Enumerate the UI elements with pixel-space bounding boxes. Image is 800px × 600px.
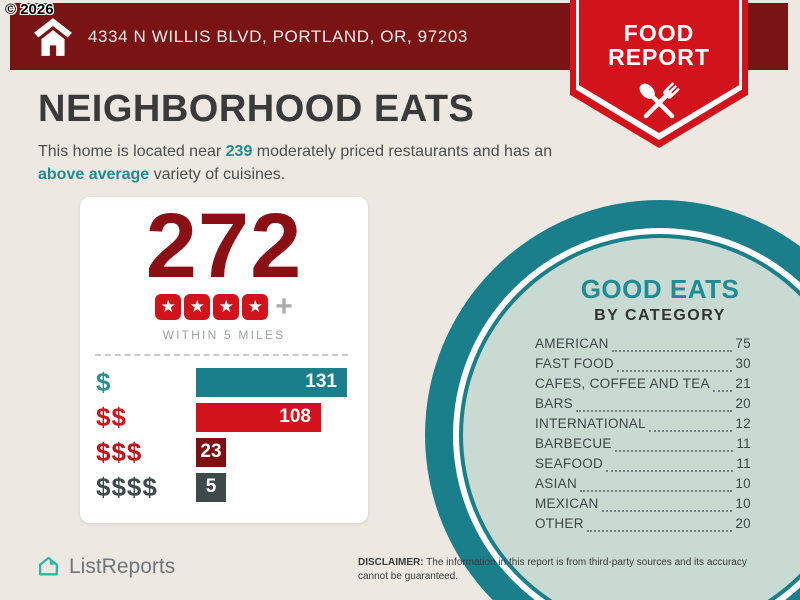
plus-icon: + [275, 289, 293, 323]
variety-highlight: above average [38, 166, 150, 183]
intro-text-3: variety of cuisines. [149, 166, 286, 183]
star-icon: ★ [213, 293, 240, 320]
property-address: 4334 N WILLIS BLVD, PORTLAND, OR, 97203 [88, 26, 468, 46]
star-icon: ★ [155, 293, 182, 320]
category-row: BARBECUE 11 [535, 436, 751, 456]
category-value: 11 [736, 456, 751, 471]
dotted-leader [616, 370, 733, 372]
intro-sentence: This home is located near 239 moderately… [38, 140, 563, 186]
page-title: NEIGHBORHOOD EATS [38, 88, 475, 130]
disclaimer-text: The information in this report is from t… [358, 557, 747, 582]
restaurant-stat-card: 272 ★ ★ ★ ★ + WITHIN 5 MILES $131 $$ 108 $$$ 23 $… [80, 197, 368, 523]
radius-caption: WITHIN 5 MILES [162, 327, 286, 342]
brand-name: ListReports [69, 554, 176, 578]
good-eats-subtitle: BY CATEGORY [594, 307, 726, 324]
category-label: ASIAN [535, 476, 578, 491]
category-label: SEAFOOD [535, 456, 604, 471]
food-report-ribbon: FOOD REPORT [570, 0, 748, 148]
category-value: 11 [736, 436, 751, 451]
intro-text-1: This home is located near [38, 143, 226, 160]
category-value: 20 [735, 396, 751, 411]
dotted-leader [606, 470, 734, 472]
dashed-divider [95, 353, 348, 356]
price-bar: 5 [196, 472, 226, 502]
price-bar: 108 [196, 402, 321, 432]
category-value: 30 [735, 356, 751, 371]
ribbon-title-line1: FOOD [623, 20, 695, 46]
good-eats-header: GOOD EATS BY CATEGORY [525, 274, 795, 325]
restaurant-count: 239 [225, 143, 253, 160]
dotted-leader [580, 490, 733, 492]
category-row: OTHER 20 [535, 516, 751, 536]
dotted-leader [586, 530, 733, 532]
utensils-crossed-icon [570, 76, 748, 135]
category-value: 20 [735, 516, 751, 531]
category-row: FAST FOOD 30 [535, 356, 751, 376]
circle-fill [463, 238, 800, 600]
category-row: CAFES, COFFEE AND TEA 21 [535, 376, 751, 396]
price-row: $$$ 23 [96, 436, 368, 467]
category-label: BARBECUE [535, 436, 612, 451]
category-label: INTERNATIONAL [535, 416, 646, 431]
star-icon: ★ [184, 293, 211, 320]
disclaimer-label: DISCLAIMER: [358, 557, 424, 568]
star-icon: ★ [242, 293, 269, 320]
price-bar-value: 23 [200, 441, 222, 463]
disclaimer: DISCLAIMER: The information in this repo… [358, 556, 760, 583]
category-label: OTHER [535, 516, 584, 531]
price-level-label: $$$ [96, 436, 143, 467]
category-label: AMERICAN [535, 336, 609, 351]
total-restaurant-count: 272 [145, 195, 303, 297]
dotted-leader [575, 410, 733, 412]
price-level-label: $ [96, 366, 112, 397]
brand-logo: ListReports [36, 554, 175, 579]
category-value: 10 [735, 496, 751, 511]
price-level-chart: $131 $$ 108 $$$ 23 $$$$ 5 [80, 366, 368, 502]
category-row: AMERICAN 75 [535, 336, 751, 356]
category-label: BARS [535, 396, 573, 411]
price-bar-value: 5 [205, 476, 217, 498]
ribbon-content: FOOD REPORT [570, 0, 748, 135]
category-row: ASIAN 10 [535, 476, 751, 496]
price-bar: 23 [196, 437, 226, 467]
listreports-house-icon [39, 556, 58, 576]
home-icon [34, 17, 72, 56]
price-bar-value: 108 [279, 406, 311, 428]
price-bar: 131 [196, 367, 347, 397]
copyright-stamp: © 2026 [5, 1, 54, 18]
category-list: AMERICAN 75 FAST FOOD 30 CAFES, COFFEE AND T… [535, 336, 751, 536]
category-label: FAST FOOD [535, 356, 614, 371]
category-label: MEXICAN [535, 496, 599, 511]
category-value: 12 [735, 416, 751, 431]
category-value: 10 [735, 476, 751, 491]
category-value: 75 [735, 336, 751, 351]
price-row: $$$$ 5 [96, 471, 368, 502]
dotted-leader [712, 390, 733, 392]
category-row: SEAFOOD 11 [535, 456, 751, 476]
intro-text-2: moderately priced restaurants and has an [252, 143, 553, 160]
ribbon-title-line2: REPORT [608, 44, 710, 70]
category-row: BARS 20 [535, 396, 751, 416]
dotted-leader [611, 350, 733, 352]
good-eats-title: GOOD EATS [580, 274, 740, 304]
dotted-leader [614, 450, 734, 452]
dotted-leader [601, 510, 733, 512]
price-level-label: $$ [96, 401, 127, 432]
price-level-label: $$$$ [96, 471, 158, 502]
category-row: MEXICAN 10 [535, 496, 751, 516]
category-value: 21 [735, 376, 751, 391]
category-label: CAFES, COFFEE AND TEA [535, 376, 710, 391]
price-row: $131 [96, 366, 368, 397]
price-row: $$ 108 [96, 401, 368, 432]
category-row: INTERNATIONAL 12 [535, 416, 751, 436]
dotted-leader [648, 430, 733, 432]
stars-row: ★ ★ ★ ★ + [80, 289, 368, 323]
price-bar-value: 131 [305, 371, 337, 393]
